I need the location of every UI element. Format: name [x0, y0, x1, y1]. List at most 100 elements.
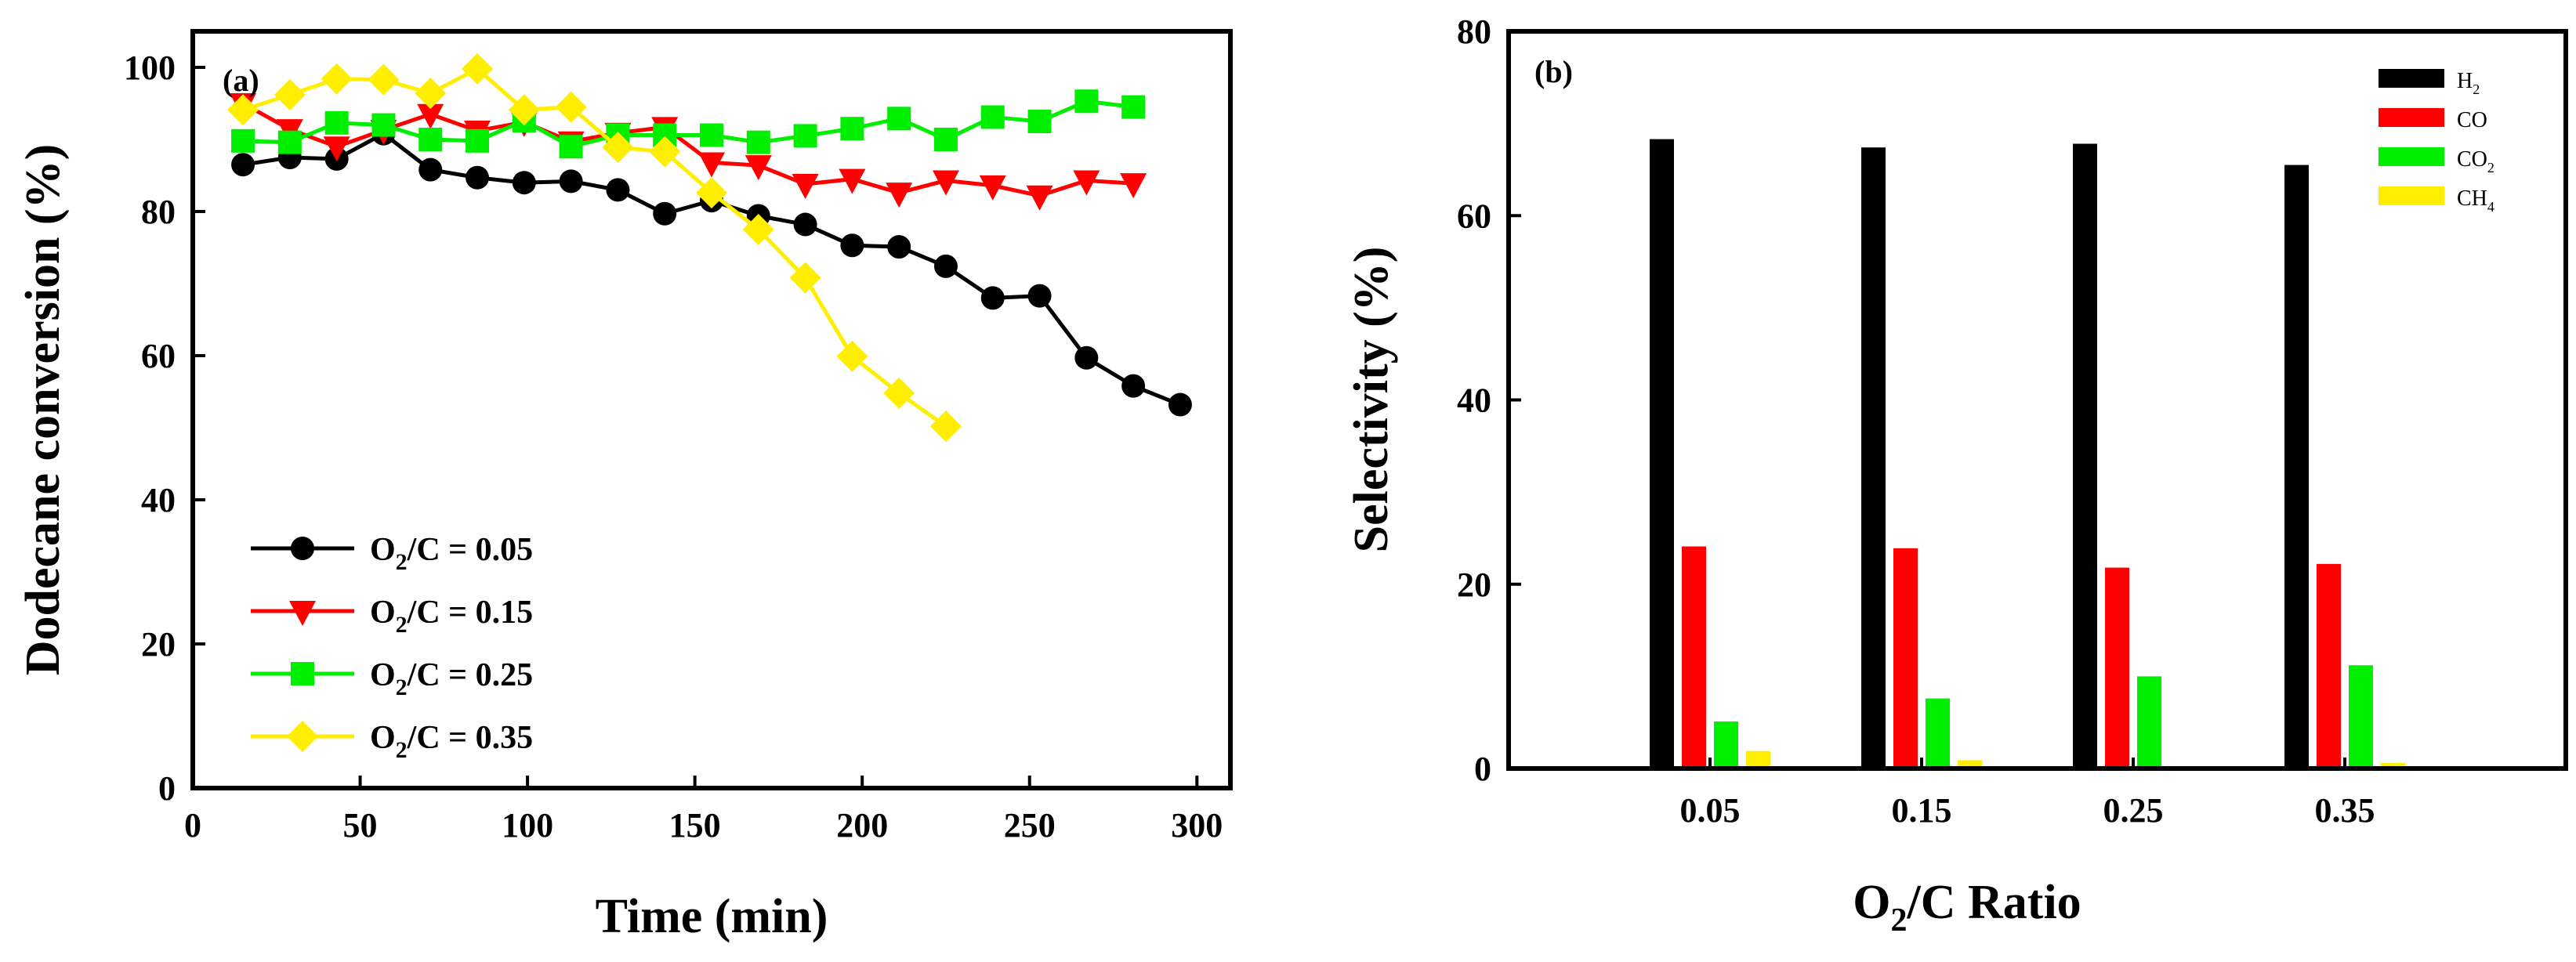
data-point [789, 262, 821, 294]
a-x-tick-label: 100 [502, 806, 553, 844]
data-point [1074, 345, 1099, 370]
b-x-tick-label: 0.15 [1892, 791, 1952, 830]
a-x-tick-label: 250 [1004, 806, 1056, 844]
data-point [840, 117, 864, 141]
data-point [746, 130, 770, 154]
data-point [933, 128, 958, 151]
bar [1893, 548, 1918, 769]
a-y-tick-label: 100 [124, 49, 176, 87]
data-point [508, 94, 540, 126]
bar [1958, 760, 1982, 769]
panel-b: 0 20 40 60 80 0.05 0.15 0.25 0.35 (b) Selectivit… [1345, 13, 2568, 938]
panel-b-plot-area [1650, 139, 2405, 769]
data-point [466, 165, 490, 190]
b-x-tick-label: 0.25 [2103, 791, 2164, 830]
data-point [979, 175, 1006, 201]
data-point [980, 286, 1005, 310]
data-point [555, 91, 587, 123]
data-point [696, 177, 727, 209]
a-y-tick-label: 20 [141, 625, 176, 664]
data-point [886, 183, 913, 208]
data-point [227, 94, 259, 126]
data-point [368, 63, 400, 96]
data-point [1074, 89, 1099, 114]
data-point [745, 155, 772, 181]
data-point [466, 128, 490, 153]
panel-a-frame [190, 29, 1233, 790]
legend-marker [287, 721, 318, 752]
series-1 [231, 121, 1192, 417]
data-point [462, 52, 494, 85]
legend-label: CO2 [2457, 147, 2494, 175]
panel-a-y-axis-title: Dodecane conversion (%) [16, 144, 70, 675]
bar [1650, 139, 1674, 769]
bar [1746, 750, 1770, 769]
panel-a-x-axis-title: Time (min) [596, 890, 828, 943]
bar [1714, 722, 1738, 769]
legend-swatch [2379, 69, 2444, 88]
data-point [649, 136, 681, 168]
bar [1682, 546, 1706, 769]
legend-label: CH4 [2457, 186, 2494, 215]
a-x-tick-label: 150 [669, 806, 721, 844]
data-point [1121, 374, 1146, 398]
bar [2381, 762, 2405, 769]
data-point [698, 152, 725, 178]
data-point [559, 169, 583, 193]
data-point [883, 377, 915, 409]
b-y-tick-label: 80 [1457, 13, 1491, 51]
panel-b-legend: H2 CO CO2 CH4 [2379, 69, 2494, 215]
a-x-tick-label: 200 [836, 806, 888, 844]
data-point [559, 135, 583, 159]
data-point [321, 63, 353, 95]
data-point [1168, 392, 1192, 417]
b-x-tick-label: 0.35 [2315, 791, 2375, 830]
bar [2317, 563, 2341, 769]
data-point [415, 78, 447, 110]
data-point [792, 174, 819, 200]
legend-swatch [2379, 186, 2444, 205]
data-point [274, 78, 306, 110]
bar [1861, 147, 1886, 769]
data-point [887, 107, 911, 131]
bar [2284, 165, 2309, 769]
data-point [231, 128, 255, 153]
legend-label: CO [2457, 108, 2487, 132]
panel-a-plot-area [227, 52, 1192, 443]
panel-b-y-axis-title: Selectivity (%) [1345, 247, 1398, 553]
legend-swatch [2379, 147, 2444, 166]
data-point [418, 128, 443, 151]
panel-b-label: (b) [1534, 54, 1573, 89]
b-y-tick-label: 20 [1457, 566, 1491, 604]
data-point [512, 171, 536, 195]
legend-label: O2/C = 0.15 [370, 595, 533, 638]
data-point [836, 340, 868, 372]
data-point [602, 132, 634, 164]
data-point [980, 105, 1005, 129]
legend-label: O2/C = 0.05 [370, 532, 533, 575]
data-point [1026, 185, 1053, 211]
data-point [606, 178, 630, 202]
a-x-tick-label: 0 [184, 806, 201, 844]
data-point [793, 212, 817, 237]
data-point [929, 410, 962, 443]
x-title-subscript: 2 [1891, 902, 1908, 938]
a-y-tick-label: 80 [141, 193, 176, 231]
data-point [1121, 95, 1146, 119]
data-point [887, 235, 911, 259]
data-point [231, 153, 255, 177]
legend-label: H2 [2457, 69, 2480, 97]
panel-b-x-axis-title: O2/C Ratio [1853, 876, 2081, 938]
a-x-tick-label: 50 [343, 806, 378, 844]
b-y-tick-label: 0 [1474, 750, 1491, 788]
bar [2073, 143, 2097, 769]
legend-label: O2/C = 0.25 [370, 657, 533, 700]
a-y-tick-label: 60 [141, 337, 176, 375]
data-point [932, 170, 959, 196]
legend-label: O2/C = 0.35 [370, 720, 533, 763]
data-point [793, 124, 817, 148]
data-point [324, 110, 349, 135]
x-title-o: O [1853, 876, 1890, 929]
b-y-tick-label: 60 [1457, 197, 1491, 235]
